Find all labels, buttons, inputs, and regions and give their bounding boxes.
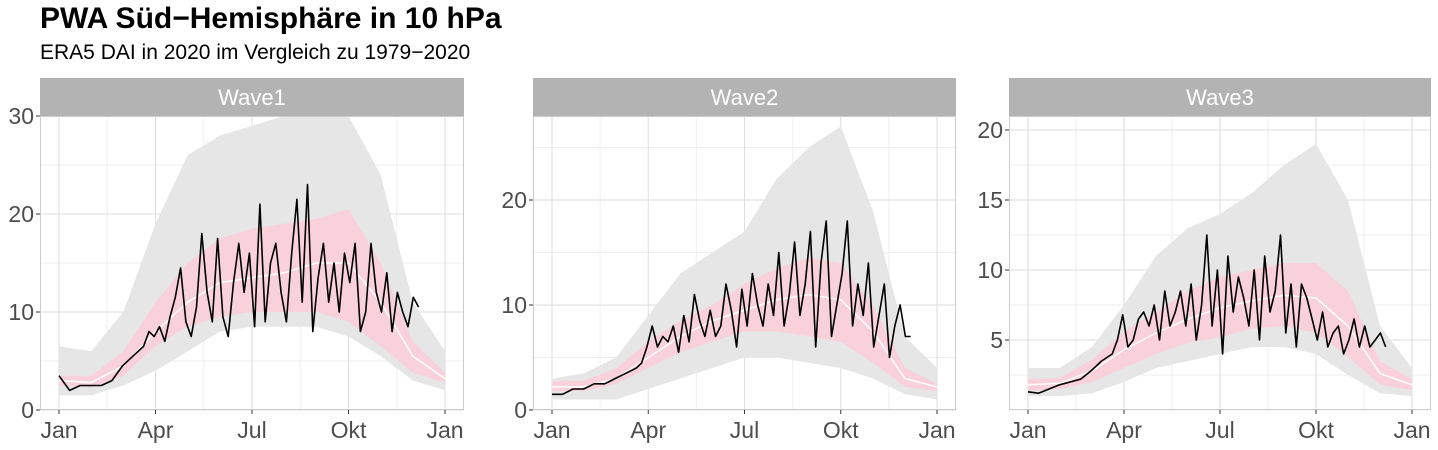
x-tick-label: Jul: [1205, 417, 1234, 443]
y-tick-label: 0: [514, 397, 527, 423]
x-tick-label: Jul: [237, 417, 266, 443]
x-tick-label: Apr: [138, 417, 174, 443]
x-tick-label: Okt: [331, 417, 367, 443]
x-tick-label: Jan: [1393, 417, 1430, 443]
panel-border: [1009, 116, 1431, 410]
x-tick-label: Jan: [1009, 417, 1046, 443]
series-line-2020: [1027, 234, 1387, 394]
x-tick-label: Jan: [40, 417, 77, 443]
x-tick-label: Jan: [918, 417, 955, 443]
y-tick-label: 10: [8, 299, 34, 325]
panel-wave3: Wave3 5 10 15 20 Jan Apr Jul Okt Jan: [977, 78, 1431, 443]
facet-strip-label: Wave1: [218, 85, 286, 110]
x-tick-label: Jan: [533, 417, 570, 443]
y-tick-label: 10: [501, 292, 527, 318]
chart-subtitle: ERA5 DAI in 2020 im Vergleich zu 1979−20…: [40, 41, 471, 64]
x-tick-label: Apr: [630, 417, 666, 443]
panel-border: [40, 116, 464, 410]
facet-strip: [533, 78, 956, 116]
series-line-2020: [552, 220, 911, 396]
y-tick-label: 5: [990, 327, 1003, 353]
x-tick-label: Okt: [1298, 417, 1334, 443]
y-tick-label: 30: [8, 103, 34, 129]
y-tick-label: 15: [977, 187, 1003, 213]
panel-wave1: Wave1 0 10 20 30 Jan Apr Jul Okt Jan: [8, 78, 464, 443]
facet-strip-label: Wave3: [1186, 85, 1254, 110]
x-tick-label: Jul: [730, 417, 759, 443]
y-tick-label: 20: [8, 201, 34, 227]
y-tick-label: 20: [977, 117, 1003, 143]
y-tick-label: 10: [977, 257, 1003, 283]
facet-strip-label: Wave2: [711, 85, 779, 110]
y-tick-label: 0: [21, 397, 34, 423]
x-tick-label: Okt: [823, 417, 859, 443]
panel-border: [533, 116, 956, 410]
y-tick-label: 20: [501, 187, 527, 213]
facet-strip: [40, 78, 464, 116]
chart-title: PWA Süd−Hemisphäre in 10 hPa: [40, 2, 502, 35]
x-tick-label: Jan: [426, 417, 463, 443]
series-line-2020: [58, 183, 420, 392]
x-tick-label: Apr: [1106, 417, 1142, 443]
facet-strip: [1009, 78, 1431, 116]
quantile-band: [1028, 263, 1412, 391]
panel-wave2: Wave2 0 10 20 Jan Apr Jul Okt Jan: [501, 78, 956, 443]
